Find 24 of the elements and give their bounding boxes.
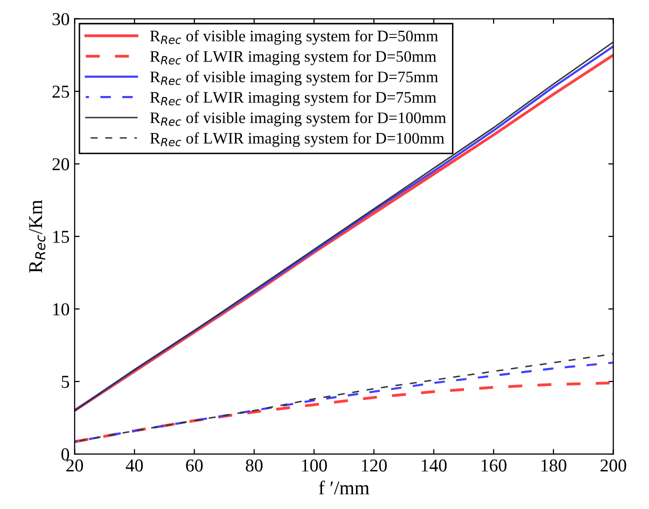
legend-label: R$_{Rec}$ of LWIR imaging system for D=100mm (150, 132, 444, 147)
legend-label: R$_{Rec}$ of visible imaging system for D=75mm (150, 70, 438, 86)
x-tick-label: 120 (362, 459, 387, 472)
y-axis-title: R$_{Rec}$/Km (29, 200, 46, 273)
x-tick-label: 140 (422, 459, 447, 472)
legend-label: R$_{Rec}$ of LWIR imaging system for D=50mm (150, 50, 436, 66)
legend-label: R$_{Rec}$ of visible imaging system for D=100mm (150, 112, 446, 126)
y-tick-label: 10 (53, 303, 70, 316)
x-tick-label: 180 (542, 459, 566, 472)
x-tick-label: 40 (126, 459, 143, 472)
y-tick-label: 5 (62, 376, 70, 388)
x-tick-label: 200 (600, 459, 626, 472)
x-axis-title: f ′/mm (318, 480, 370, 495)
y-tick-label: 25 (52, 86, 70, 98)
y-tick-label: 0 (61, 448, 70, 460)
y-tick-label: 30 (52, 13, 70, 26)
x-tick-label: 60 (186, 459, 203, 472)
y-tick-label: 20 (52, 158, 70, 170)
legend-label: R$_{Rec}$ of visible imaging system for D=50mm (150, 30, 438, 45)
x-tick-label: 80 (246, 459, 263, 472)
y-tick-label: 15 (53, 230, 70, 243)
x-tick-label: 160 (482, 459, 506, 472)
x-tick-label: 100 (302, 459, 327, 472)
legend-label: R$_{Rec}$ of LWIR imaging system for D=75mm (150, 91, 436, 106)
